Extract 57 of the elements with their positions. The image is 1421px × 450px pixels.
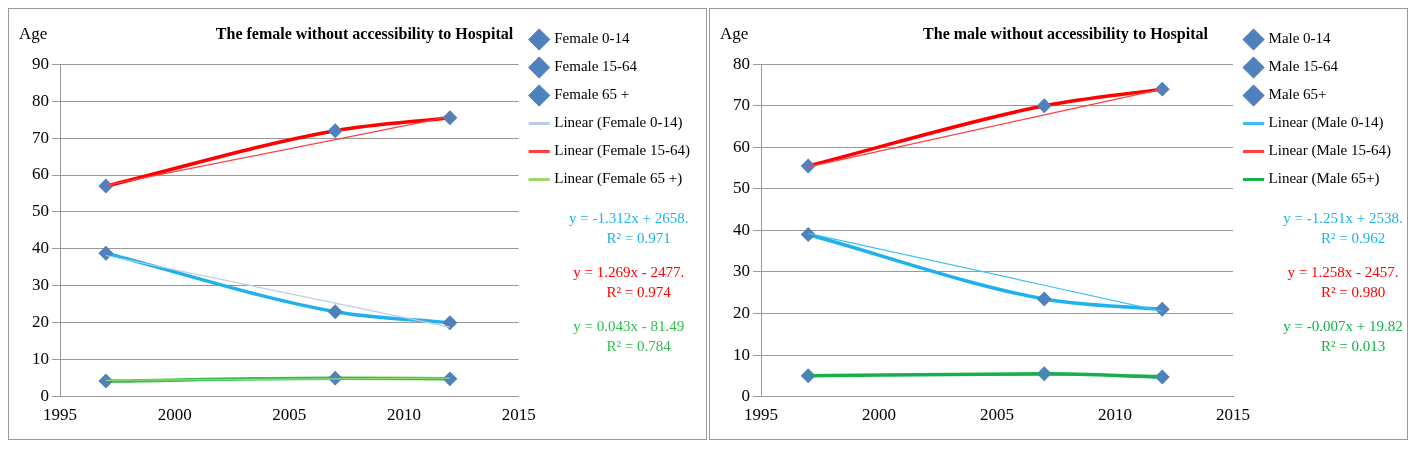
y-axis-title: Age: [19, 24, 48, 43]
legend-label: Linear (Male 65+): [1268, 170, 1380, 188]
x-tick-label: 2005: [272, 405, 307, 425]
x-tick-label: 2010: [387, 405, 422, 425]
text: R² = 0.980: [1320, 284, 1386, 300]
y-tick-label: 10: [733, 344, 750, 364]
y-tick-label: 10: [32, 349, 49, 369]
text: R² = 0.013: [1320, 338, 1386, 354]
legend-label: Male 65+: [1268, 86, 1327, 103]
x-tick-label: 2005: [980, 405, 1015, 425]
text: R² = 0.784: [606, 338, 672, 354]
text: y = 1.269x - 2477.: [573, 264, 685, 280]
text: R² = 0.971: [606, 230, 671, 246]
text: y = -1.312x + 2658.: [569, 210, 689, 226]
y-tick-label: 60: [32, 164, 49, 184]
y-tick-label: 80: [733, 53, 750, 73]
y-tick-label: 50: [733, 178, 750, 198]
y-axis-title: Age: [720, 24, 749, 43]
legend-label: Female 15-64: [554, 58, 638, 75]
legend-label: Female 0-14: [554, 30, 631, 47]
y-tick-label: 70: [733, 95, 750, 115]
legend-label: Linear (Female 15-64): [554, 142, 690, 160]
text: y = 0.043x - 81.49: [573, 318, 685, 334]
legend-label: Linear (Female 65 +): [554, 170, 683, 188]
chart-title: The male without accessibility to Hospital: [923, 24, 1209, 43]
y-tick-label: 90: [32, 53, 49, 73]
y-tick-label: 20: [32, 312, 49, 332]
x-tick-label: 2000: [862, 405, 897, 425]
legend-label: Linear (Male 15-64): [1268, 142, 1392, 160]
text: R² = 0.962: [1320, 230, 1386, 246]
y-tick-label: 80: [32, 90, 49, 110]
y-tick-label: 0: [40, 386, 49, 406]
y-tick-label: 60: [733, 136, 750, 156]
x-tick-label: 2010: [1098, 405, 1133, 425]
y-tick-label: 20: [733, 302, 750, 322]
x-tick-label: 2015: [501, 405, 536, 425]
y-tick-label: 50: [32, 201, 49, 221]
x-tick-label: 1995: [744, 405, 778, 425]
y-tick-label: 40: [32, 238, 49, 258]
x-tick-label: 2015: [1216, 405, 1251, 425]
y-tick-label: 30: [733, 261, 750, 281]
text: y = 1.258x - 2457.: [1287, 264, 1399, 280]
x-tick-label: 1995: [43, 405, 77, 425]
y-tick-label: 0: [741, 386, 750, 406]
legend-label: Male 0-14: [1268, 30, 1332, 47]
text: y = -1.251x + 2538.: [1283, 210, 1403, 226]
legend-label: Linear (Male 0-14): [1268, 114, 1384, 132]
text: y = -0.007x + 19.82: [1283, 318, 1403, 334]
chart-title: The female without accessibility to Hospital: [215, 24, 514, 43]
legend-label: Linear (Female 0-14): [554, 114, 683, 132]
legend-label: Male 15-64: [1268, 58, 1339, 75]
y-tick-label: 40: [733, 219, 750, 239]
legend-label: Female 65 +: [554, 86, 630, 103]
x-tick-label: 2000: [157, 405, 192, 425]
text: R² = 0.974: [606, 284, 672, 300]
y-tick-label: 70: [32, 127, 49, 147]
y-tick-label: 30: [32, 275, 49, 295]
